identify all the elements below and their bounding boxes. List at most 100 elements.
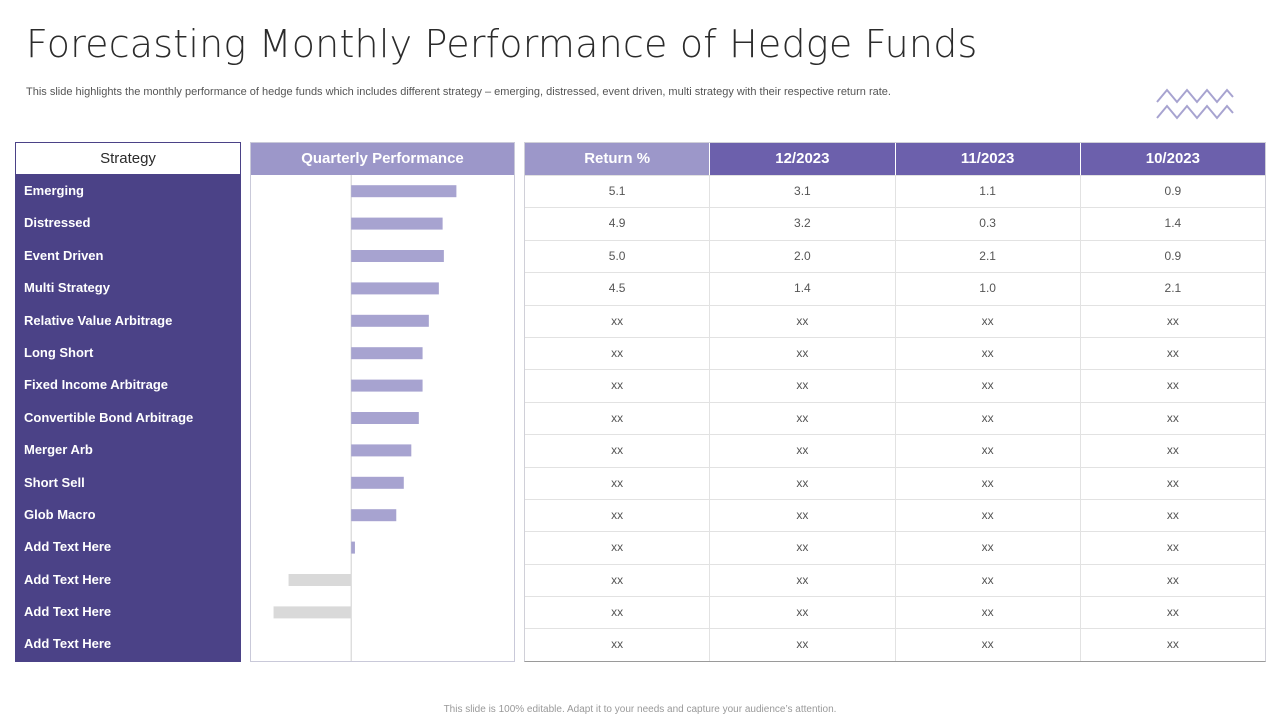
table-cell: 3.1 (710, 176, 896, 208)
strategy-item: Multi Strategy (24, 280, 110, 296)
table-cell: 2.0 (710, 240, 896, 273)
chart-bar (351, 314, 429, 327)
strategy-item: Add Text Here (24, 636, 112, 652)
table-row: 4.9 3.2 0.3 1.4 (525, 207, 1265, 240)
chart-bar (351, 476, 404, 489)
table-cell: xx (710, 499, 896, 532)
chart-bar (351, 347, 423, 360)
table-row: xx xx xx xx (525, 563, 1265, 597)
strategy-item: Short Sell (24, 474, 85, 490)
table-cell: xx (525, 435, 711, 467)
chart-title: Quarterly Performance (251, 143, 514, 175)
table-cell: xx (1166, 605, 1179, 620)
table-cell: xx (896, 305, 1081, 337)
table-cell: 3.2 (710, 208, 896, 240)
returns-table: Return % 12/2023 11/2023 10/2023 5.1 3.1 1.1 0… (524, 142, 1266, 662)
table-cell: xx (896, 370, 1081, 402)
table-cell: xx (525, 532, 711, 564)
strategy-item: Fixed Income Arbitrage (24, 377, 168, 393)
table-body: 5.1 3.1 1.1 0.9 4.9 3.2 0.3 1.4 5.0 2.0 2.1 0.9 4.5 1… (525, 175, 1265, 661)
table-cell: xx (1166, 378, 1179, 393)
table-cell: xx (896, 402, 1081, 435)
chart-bar (351, 379, 423, 392)
table-cell: xx (1166, 572, 1179, 587)
strategy-item: Emerging (24, 183, 84, 198)
table-cell: xx (710, 402, 896, 435)
chart-bar (351, 217, 443, 230)
strategy-item: Merger Arb (24, 442, 93, 458)
table-cell: xx (710, 629, 896, 661)
quarterly-performance-chart: Quarterly Performance (250, 142, 515, 662)
table-row: 5.0 2.0 2.1 0.9 (525, 239, 1265, 273)
table-cell: xx (525, 597, 711, 629)
strategy-item: Long Short (24, 344, 94, 360)
table-cell: xx (710, 467, 896, 499)
table-row: xx xx xx xx (525, 336, 1265, 370)
table-cell: 0.9 (1164, 248, 1182, 263)
table-cell: 1.0 (896, 273, 1081, 305)
table-cell: xx (710, 305, 896, 337)
table-cell: xx (896, 467, 1081, 499)
strategy-item: Convertible Bond Arbitrage (24, 409, 194, 425)
chart-bar (351, 250, 444, 262)
page-title: Forecasting Monthly Performance of Hedge… (26, 22, 978, 66)
table-cell: 2.1 (896, 240, 1081, 273)
column-header-month: 12/2023 (710, 143, 896, 175)
chart-bar (351, 509, 397, 522)
table-cell: xx (525, 402, 711, 435)
table-cell: 2.1 (1164, 281, 1182, 296)
strategy-item: Glob Macro (24, 506, 96, 522)
strategy-item: Add Text Here (24, 539, 112, 555)
table-cell: 4.9 (525, 208, 711, 240)
table-cell: xx (525, 337, 711, 370)
table-cell: xx (1166, 507, 1179, 522)
chart-bar (351, 444, 412, 457)
zigzag-decoration-icon (1156, 88, 1234, 120)
strategy-panel: Strategy Emerging Distressed Event Driven M… (15, 142, 241, 662)
chart-bar (273, 606, 352, 619)
table-cell: xx (525, 305, 711, 337)
table-cell: xx (896, 629, 1081, 661)
table-cell: xx (1166, 345, 1179, 360)
table-cell: xx (710, 532, 896, 564)
table-cell: 4.5 (525, 273, 711, 305)
table-cell: xx (1166, 540, 1179, 555)
table-cell: 0.9 (1164, 184, 1182, 198)
table-cell: 1.4 (1164, 216, 1182, 231)
table-row: xx xx xx xx (525, 596, 1265, 629)
table-cell: 5.0 (525, 240, 711, 273)
table-cell: 0.3 (896, 208, 1081, 240)
table-cell: xx (525, 564, 711, 597)
strategy-item: Event Driven (24, 247, 104, 263)
table-cell: xx (525, 629, 711, 661)
table-row: xx xx xx xx (525, 466, 1265, 499)
footer-note: This slide is 100% editable. Adapt it to… (443, 704, 837, 715)
chart-bar (288, 574, 352, 586)
table-cell: xx (710, 337, 896, 370)
table-row: 4.5 1.4 1.0 2.1 (525, 272, 1265, 305)
table-cell: xx (1166, 313, 1179, 328)
table-row: xx xx xx xx (525, 498, 1265, 532)
table-row: 5.1 3.1 1.1 0.9 (525, 175, 1265, 208)
page-subtitle: This slide highlights the monthly perfor… (26, 86, 891, 98)
strategy-list: Emerging Distressed Event Driven Multi Stra… (16, 175, 240, 661)
table-cell: xx (896, 564, 1081, 597)
table-cell: xx (896, 337, 1081, 370)
table-cell: 1.4 (710, 273, 896, 305)
table-cell: xx (710, 370, 896, 402)
table-row: xx xx xx xx (525, 369, 1265, 402)
chart-bar (351, 541, 355, 554)
chart-bar (351, 412, 419, 424)
table-row: xx xx xx xx (525, 531, 1265, 564)
table-cell: xx (525, 370, 711, 402)
table-cell: xx (1166, 475, 1179, 490)
strategy-item: Add Text Here (24, 604, 112, 620)
column-header-return: Return % (525, 143, 711, 175)
strategy-item: Distressed (24, 215, 91, 231)
column-header-month: 10/2023 (1080, 143, 1265, 175)
table-row: xx xx xx xx (525, 401, 1265, 435)
table-cell: xx (525, 499, 711, 532)
table-cell: xx (1166, 410, 1179, 425)
chart-bar (351, 185, 457, 198)
table-cell: 1.1 (896, 176, 1081, 208)
